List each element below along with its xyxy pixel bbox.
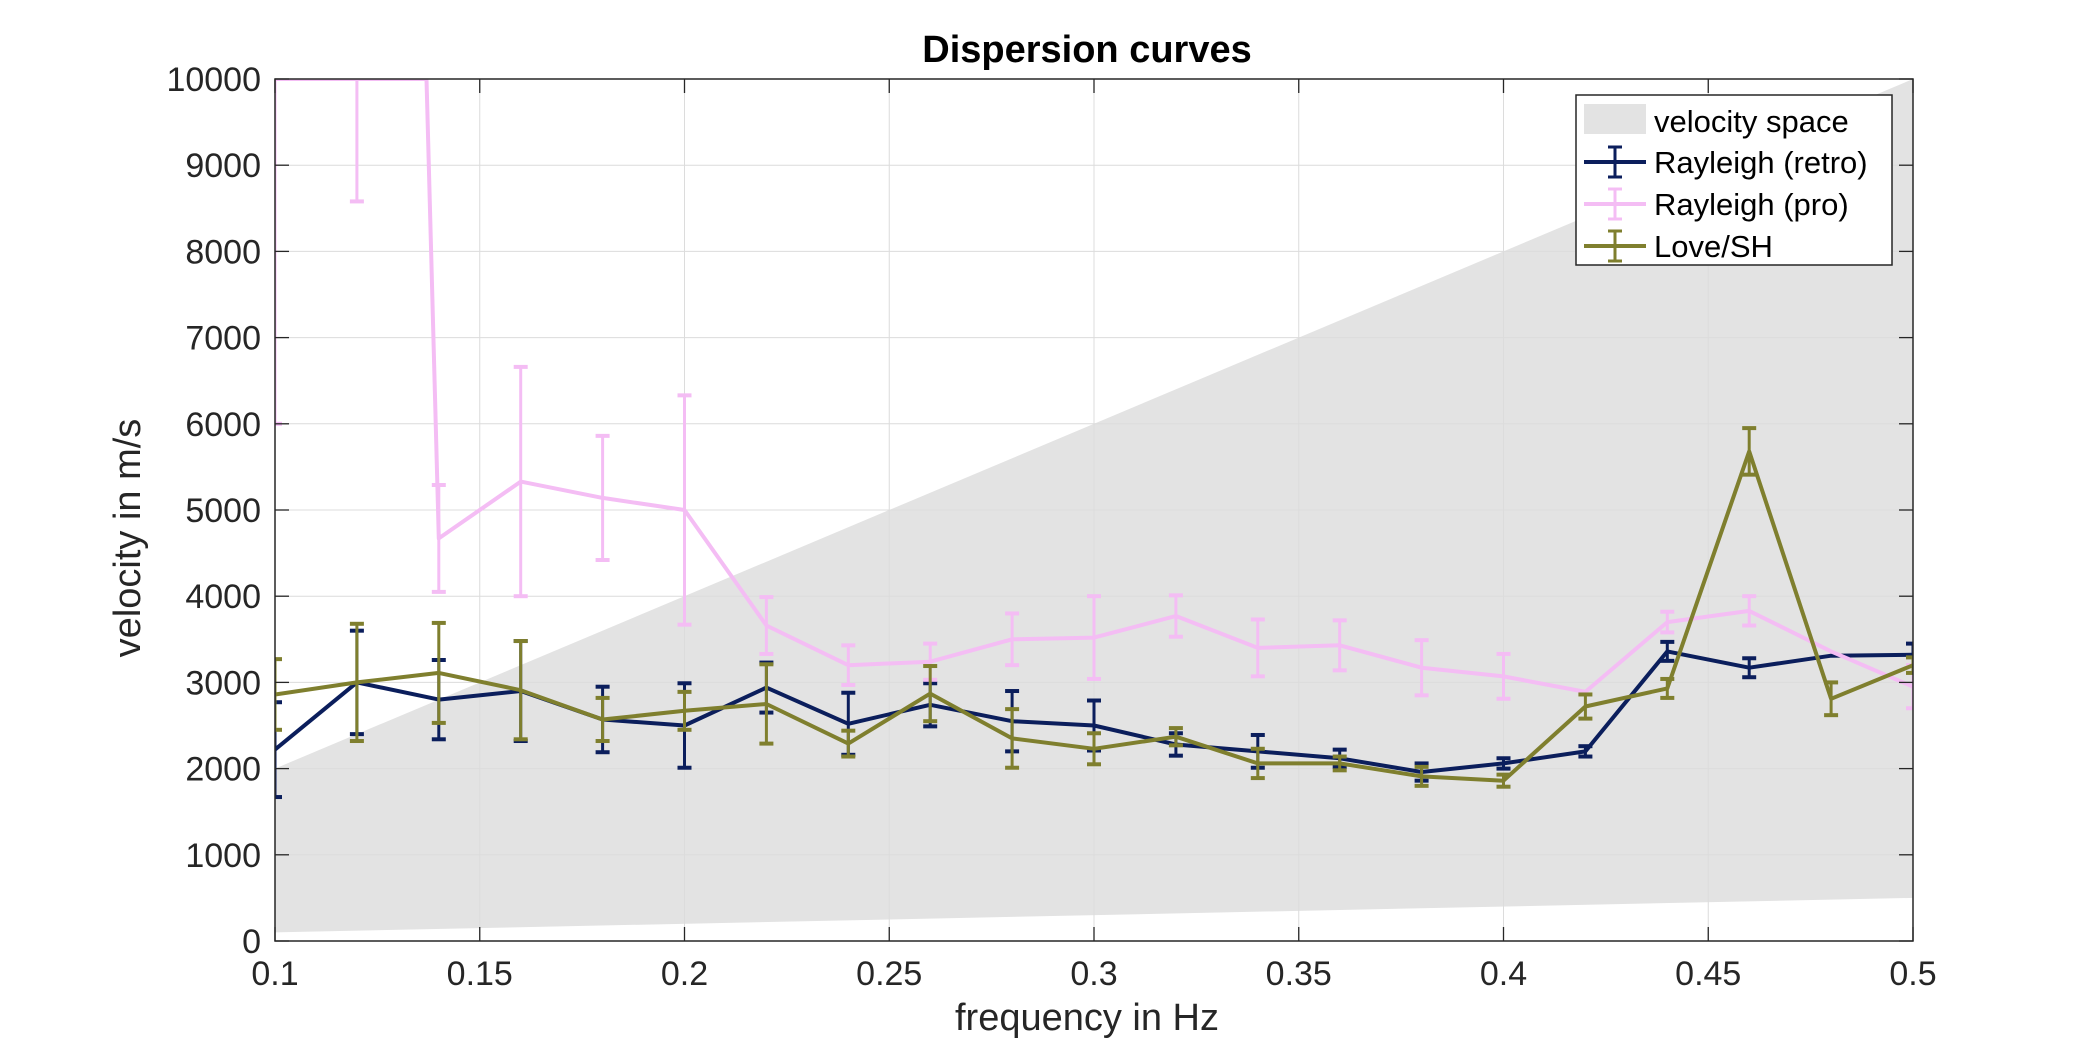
y-tick-label: 2000 (185, 751, 261, 789)
error-bar (677, 689, 692, 732)
x-tick-label: 0.15 (447, 955, 513, 993)
error-bar (1332, 754, 1347, 773)
legend: velocity space Rayleigh (retro) Rayleigh (… (1575, 94, 1893, 266)
error-bar (1168, 593, 1183, 639)
x-tick-label: 0.5 (1889, 955, 1936, 993)
y-axis-label: velocity in m/s (107, 419, 149, 658)
error-bar (1250, 746, 1265, 781)
y-tick-label: 0 (242, 923, 261, 961)
legend-entry: Rayleigh (pro) (1584, 187, 1849, 222)
error-bar (595, 695, 610, 744)
y-tick-label: 6000 (185, 406, 261, 444)
y-tick-label: 9000 (185, 147, 261, 185)
error-bar (513, 639, 528, 742)
error-bar (677, 393, 692, 627)
error-bar (1005, 611, 1020, 668)
error-bar (1742, 656, 1757, 680)
x-tick-label: 0.45 (1675, 955, 1741, 993)
error-bar (1578, 692, 1593, 721)
y-tick-label: 8000 (185, 233, 261, 271)
error-bar (275, 700, 282, 800)
error-bar (1742, 426, 1757, 477)
x-tick-label: 0.3 (1070, 955, 1117, 993)
error-bar (1496, 651, 1511, 701)
error-bar (1168, 726, 1183, 748)
legend-entry: Love/SH (1584, 229, 1773, 264)
error-bar (1332, 618, 1347, 673)
x-tick-label: 0.25 (856, 955, 922, 993)
error-bar (1496, 756, 1511, 771)
error-bar (923, 664, 938, 724)
error-bar (759, 662, 774, 746)
error-bar (1660, 639, 1675, 663)
y-tick-label: 5000 (185, 492, 261, 530)
error-bar (1087, 594, 1101, 681)
legend-label-velocity-space: velocity space (1654, 104, 1849, 139)
error-bar (1578, 744, 1593, 759)
series-love-sh (275, 426, 1913, 789)
legend-label: Rayleigh (pro) (1654, 187, 1849, 222)
x-tick-label: 0.1 (251, 955, 298, 993)
error-bar (513, 364, 528, 599)
error-bar (431, 620, 446, 725)
error-bar (1087, 731, 1101, 767)
error-bar (1005, 707, 1020, 770)
error-bar (1414, 638, 1429, 698)
error-bar (1660, 609, 1675, 635)
axes-box (274, 78, 1914, 942)
y-tick-label: 4000 (185, 578, 261, 616)
legend-swatch-velocity-space (1584, 104, 1646, 134)
error-bar (1906, 655, 1913, 675)
series-rayleigh-pro (275, 79, 1913, 711)
series-line (275, 79, 1913, 694)
y-tick-label: 10000 (166, 61, 261, 99)
error-bar (841, 728, 856, 759)
chart-title: Dispersion curves (922, 29, 1251, 71)
error-bar (1660, 676, 1675, 700)
error-bar (349, 79, 364, 204)
legend-entry: Rayleigh (retro) (1584, 145, 1868, 180)
legend-label: Rayleigh (retro) (1654, 145, 1868, 180)
error-bar (1250, 617, 1265, 679)
legend-label: Love/SH (1654, 229, 1773, 264)
error-bar (1496, 772, 1511, 789)
x-axis-label: frequency in Hz (955, 997, 1219, 1039)
error-bar (759, 595, 774, 656)
error-bar (275, 657, 282, 732)
error-bar (1742, 594, 1757, 628)
error-bar (1414, 764, 1429, 788)
x-tick-label: 0.4 (1480, 955, 1527, 993)
error-bar (1824, 680, 1839, 718)
x-tick-label: 0.35 (1266, 955, 1332, 993)
error-bar (431, 483, 446, 594)
y-tick-label: 7000 (185, 320, 261, 358)
error-bar (841, 643, 856, 687)
error-bar (349, 621, 364, 744)
error-bar (595, 433, 610, 562)
y-tick-label: 3000 (185, 664, 261, 702)
x-tick-label: 0.2 (661, 955, 708, 993)
y-tick-label: 1000 (185, 837, 261, 875)
